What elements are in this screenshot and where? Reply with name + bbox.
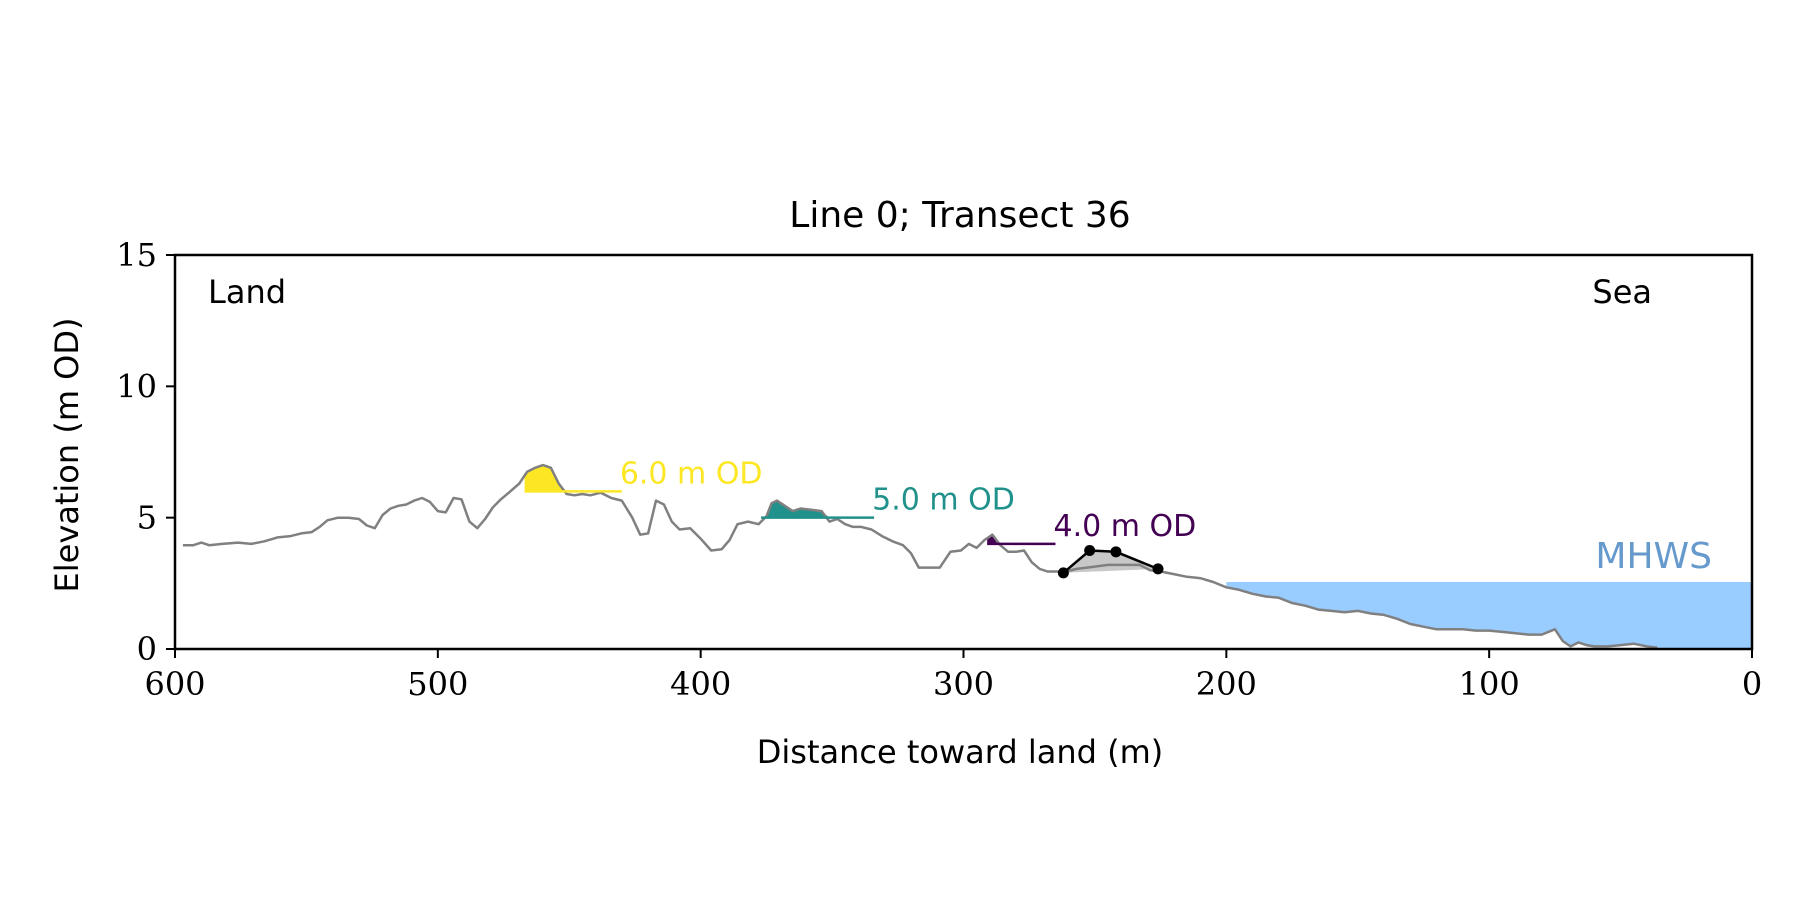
dune-crest-point-1 — [1084, 545, 1096, 556]
contour-label-1: 5.0 m OD — [872, 483, 1015, 518]
dune-crest-point-3 — [1152, 563, 1164, 575]
mhws-label: MHWS — [1595, 536, 1712, 577]
sea-annotation: Sea — [1592, 273, 1652, 311]
y-tick-label-3: 15 — [116, 236, 157, 274]
plot-area: 6.0 m OD 5.0 m OD 4.0 m OD MHWS — [182, 456, 1752, 649]
x-axis-label: Distance toward land (m) — [757, 733, 1163, 771]
mhws-water-fill — [1226, 582, 1752, 649]
x-tick-label-2: 400 — [670, 665, 731, 703]
profile-line — [182, 463, 1658, 649]
contour-fill-0 — [524, 465, 622, 492]
dune-crest-point-2 — [1110, 546, 1122, 558]
x-tick-label-6: 0 — [1742, 665, 1762, 703]
y-axis-label: Elevation (m OD) — [48, 318, 86, 593]
y-tick-label-0: 0 — [137, 630, 157, 668]
dune-crest-line — [1062, 549, 1159, 574]
x-tick-label-0: 600 — [144, 665, 205, 703]
y-tick-label-1: 5 — [137, 499, 157, 537]
chart-title: Line 0; Transect 36 — [789, 195, 1130, 236]
land-annotation: Land — [208, 273, 286, 311]
contour-label-0: 6.0 m OD — [620, 456, 763, 491]
contour-label-2: 4.0 m OD — [1053, 509, 1196, 544]
x-tick-label-4: 200 — [1196, 665, 1257, 703]
x-tick-label-5: 100 — [1459, 665, 1520, 703]
x-tick-label-3: 300 — [933, 665, 994, 703]
axes: 600 500 400 300 200 100 0 0 5 10 15 — [116, 236, 1762, 703]
x-tick-label-1: 500 — [407, 665, 468, 703]
dune-crest-point-0 — [1057, 567, 1069, 579]
contour-fill-1 — [761, 500, 875, 518]
y-tick-label-2: 10 — [116, 367, 157, 405]
